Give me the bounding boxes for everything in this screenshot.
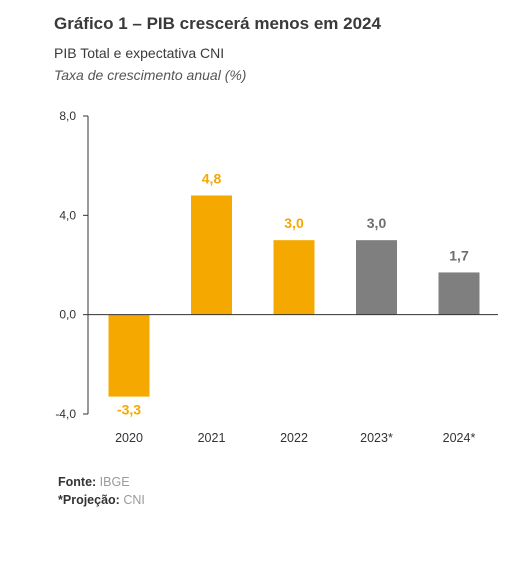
y-tick-label: 0,0 <box>59 308 76 322</box>
x-tick-label: 2020 <box>115 431 143 445</box>
bar <box>191 195 232 315</box>
y-tick-label: -4,0 <box>55 407 76 421</box>
bar <box>438 272 480 315</box>
source-value: IBGE <box>99 475 130 489</box>
bar-chart: -4,0 0,0 4,0 8,0 -3,3 2020 4,8 2021 3,0 2022 3,0 20… <box>55 109 498 445</box>
data-label: -3,3 <box>117 402 141 418</box>
data-label: 3,0 <box>284 215 304 231</box>
bar <box>273 240 315 315</box>
source-label: Fonte: <box>58 475 97 489</box>
data-label: 3,0 <box>367 215 387 231</box>
y-tick-label: 8,0 <box>59 109 76 123</box>
x-tick-label: 2021 <box>198 431 226 445</box>
y-tick-label: 4,0 <box>59 208 76 222</box>
chart-subtitle: PIB Total e expectativa CNI <box>54 45 225 61</box>
chart-title: Gráfico 1 – PIB crescerá menos em 2024 <box>54 14 381 33</box>
projection-value: CNI <box>123 493 145 507</box>
projection-note: *Projeção: CNI <box>58 491 145 509</box>
data-label: 4,8 <box>202 170 222 186</box>
projection-label: *Projeção: <box>58 493 120 507</box>
x-tick-label: 2024* <box>443 431 476 445</box>
chart-units: Taxa de crescimento anual (%) <box>54 67 247 83</box>
source-note: Fonte: IBGE <box>58 473 145 491</box>
chart-notes: Fonte: IBGE *Projeção: CNI <box>58 473 145 509</box>
data-label: 1,7 <box>449 247 469 263</box>
x-tick-label: 2023* <box>360 431 393 445</box>
bar <box>356 240 397 315</box>
bar <box>108 314 150 397</box>
x-tick-label: 2022 <box>280 431 308 445</box>
